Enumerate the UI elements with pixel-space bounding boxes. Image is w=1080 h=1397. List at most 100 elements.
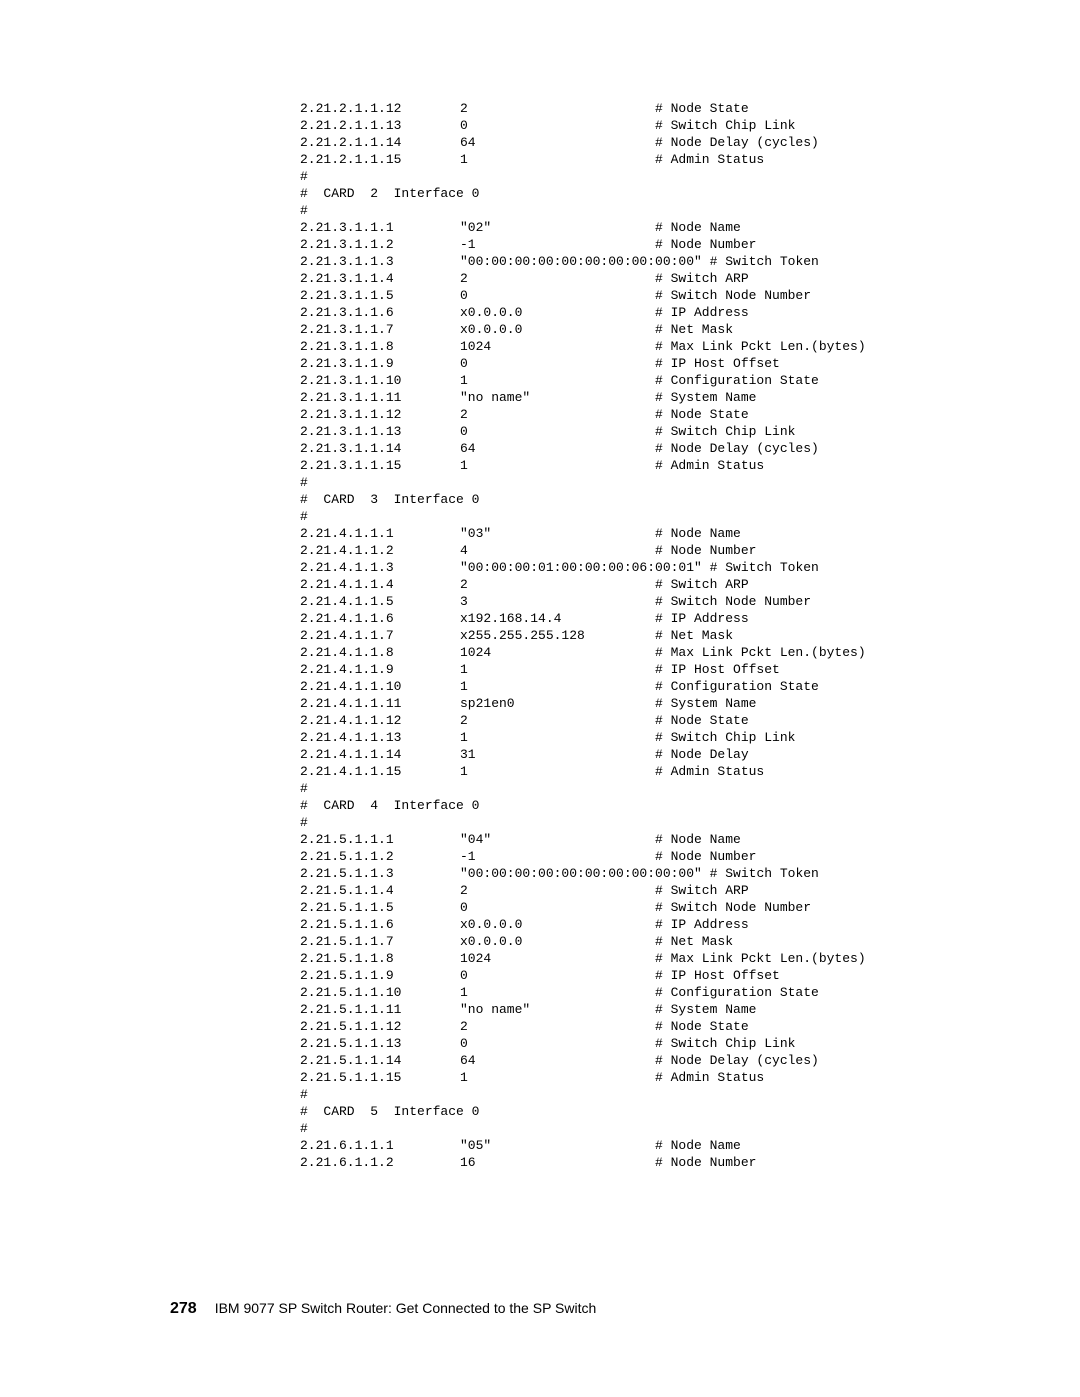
config-comment: # IP Address xyxy=(655,916,749,933)
config-oid: 2.21.3.1.1.15 xyxy=(300,457,460,474)
config-raw-text: # xyxy=(300,1121,308,1136)
config-oid: 2.21.5.1.1.7 xyxy=(300,933,460,950)
config-comment: # IP Host Offset xyxy=(655,661,780,678)
config-comment: # Configuration State xyxy=(655,678,819,695)
config-comment: # Admin Status xyxy=(655,763,764,780)
config-line: 2.21.5.1.1.50# Switch Node Number xyxy=(300,899,1080,916)
config-line: 2.21.2.1.1.1464# Node Delay (cycles) xyxy=(300,134,1080,151)
config-oid: 2.21.3.1.1.2 xyxy=(300,236,460,253)
config-line: 2.21.2.1.1.130# Switch Chip Link xyxy=(300,117,1080,134)
config-line: 2.21.6.1.1.1"05"# Node Name xyxy=(300,1137,1080,1154)
config-raw-text: # xyxy=(300,1087,308,1102)
config-value: 2 xyxy=(460,712,655,729)
config-oid: 2.21.4.1.1.1 xyxy=(300,525,460,542)
config-comment: # Node State xyxy=(655,100,749,117)
config-comment: # Net Mask xyxy=(655,627,733,644)
config-comment: # Node Delay xyxy=(655,746,749,763)
config-comment: # Switch ARP xyxy=(655,270,749,287)
config-line: 2.21.4.1.1.42# Switch ARP xyxy=(300,576,1080,593)
config-line: # xyxy=(300,508,1080,525)
config-line: 2.21.4.1.1.151# Admin Status xyxy=(300,763,1080,780)
config-line: 2.21.5.1.1.1"04"# Node Name xyxy=(300,831,1080,848)
config-value: -1 xyxy=(460,848,655,865)
config-line: # xyxy=(300,474,1080,491)
config-comment: # Switch Node Number xyxy=(655,593,811,610)
config-value: 2 xyxy=(460,270,655,287)
config-oid: 2.21.5.1.1.11 xyxy=(300,1001,460,1018)
config-line: 2.21.5.1.1.6x0.0.0.0# IP Address xyxy=(300,916,1080,933)
config-comment: # Switch Chip Link xyxy=(655,423,795,440)
config-comment: # Max Link Pckt Len.(bytes) xyxy=(655,950,866,967)
config-oid: 2.21.4.1.1.12 xyxy=(300,712,460,729)
config-value: 0 xyxy=(460,355,655,372)
config-raw-text: # CARD 4 Interface 0 xyxy=(300,798,479,813)
config-comment: # IP Address xyxy=(655,610,749,627)
config-line: 2.21.4.1.1.131# Switch Chip Link xyxy=(300,729,1080,746)
config-comment: # IP Host Offset xyxy=(655,967,780,984)
config-comment: # Node State xyxy=(655,712,749,729)
config-comment: # Max Link Pckt Len.(bytes) xyxy=(655,338,866,355)
config-value: 1024 xyxy=(460,338,655,355)
config-line: # xyxy=(300,168,1080,185)
config-line: 2.21.4.1.1.24# Node Number xyxy=(300,542,1080,559)
config-comment: # Switch Chip Link xyxy=(655,117,795,134)
config-oid: 2.21.2.1.1.15 xyxy=(300,151,460,168)
config-value: sp21en0 xyxy=(460,695,655,712)
config-line: 2.21.5.1.1.130# Switch Chip Link xyxy=(300,1035,1080,1052)
config-value: "02" xyxy=(460,219,655,236)
config-comment: # Switch Node Number xyxy=(655,287,811,304)
config-value: 3 xyxy=(460,593,655,610)
config-raw-text: # xyxy=(300,815,308,830)
config-line: # xyxy=(300,780,1080,797)
config-value: "00:00:00:00:00:00:00:00:00:00" # Switch… xyxy=(460,254,819,269)
config-value: 64 xyxy=(460,134,655,151)
config-comment: # Switch Chip Link xyxy=(655,729,795,746)
config-oid: 2.21.3.1.1.8 xyxy=(300,338,460,355)
config-value: 2 xyxy=(460,406,655,423)
config-oid: 2.21.3.1.1.13 xyxy=(300,423,460,440)
config-value: x0.0.0.0 xyxy=(460,321,655,338)
config-value: 2 xyxy=(460,882,655,899)
config-oid: 2.21.2.1.1.12 xyxy=(300,100,460,117)
config-value: 0 xyxy=(460,423,655,440)
config-value: x255.255.255.128 xyxy=(460,627,655,644)
config-oid: 2.21.4.1.1.15 xyxy=(300,763,460,780)
config-value: 2 xyxy=(460,576,655,593)
config-line: # CARD 3 Interface 0 xyxy=(300,491,1080,508)
config-line: 2.21.3.1.1.130# Switch Chip Link xyxy=(300,423,1080,440)
config-value: 1 xyxy=(460,984,655,1001)
config-oid: 2.21.4.1.1.5 xyxy=(300,593,460,610)
config-line: 2.21.5.1.1.151# Admin Status xyxy=(300,1069,1080,1086)
config-line: 2.21.4.1.1.11sp21en0# System Name xyxy=(300,695,1080,712)
config-oid: 2.21.4.1.1.13 xyxy=(300,729,460,746)
config-oid: 2.21.4.1.1.9 xyxy=(300,661,460,678)
config-oid: 2.21.3.1.1.3 xyxy=(300,253,460,270)
config-oid: 2.21.4.1.1.7 xyxy=(300,627,460,644)
config-line: 2.21.3.1.1.122# Node State xyxy=(300,406,1080,423)
config-value: "00:00:00:01:00:00:00:06:00:01" # Switch… xyxy=(460,560,819,575)
config-comment: # Configuration State xyxy=(655,984,819,1001)
config-oid: 2.21.5.1.1.10 xyxy=(300,984,460,1001)
config-oid: 2.21.6.1.1.1 xyxy=(300,1137,460,1154)
config-line: 2.21.5.1.1.42# Switch ARP xyxy=(300,882,1080,899)
config-comment: # Node Number xyxy=(655,542,756,559)
config-line: 2.21.3.1.1.42# Switch ARP xyxy=(300,270,1080,287)
config-value: 0 xyxy=(460,1035,655,1052)
config-raw-text: # xyxy=(300,203,308,218)
config-value: 1 xyxy=(460,1069,655,1086)
config-line: 2.21.4.1.1.91# IP Host Offset xyxy=(300,661,1080,678)
config-line: 2.21.4.1.1.6x192.168.14.4# IP Address xyxy=(300,610,1080,627)
config-raw-text: # xyxy=(300,475,308,490)
config-oid: 2.21.3.1.1.1 xyxy=(300,219,460,236)
page-number: 278 xyxy=(170,1300,197,1317)
config-value: 1 xyxy=(460,763,655,780)
config-oid: 2.21.4.1.1.14 xyxy=(300,746,460,763)
config-raw-text: # CARD 2 Interface 0 xyxy=(300,186,479,201)
config-line: 2.21.5.1.1.122# Node State xyxy=(300,1018,1080,1035)
config-line: 2.21.2.1.1.122# Node State xyxy=(300,100,1080,117)
config-comment: # IP Address xyxy=(655,304,749,321)
config-value: -1 xyxy=(460,236,655,253)
config-raw-text: # CARD 5 Interface 0 xyxy=(300,1104,479,1119)
config-oid: 2.21.3.1.1.6 xyxy=(300,304,460,321)
config-oid: 2.21.3.1.1.5 xyxy=(300,287,460,304)
